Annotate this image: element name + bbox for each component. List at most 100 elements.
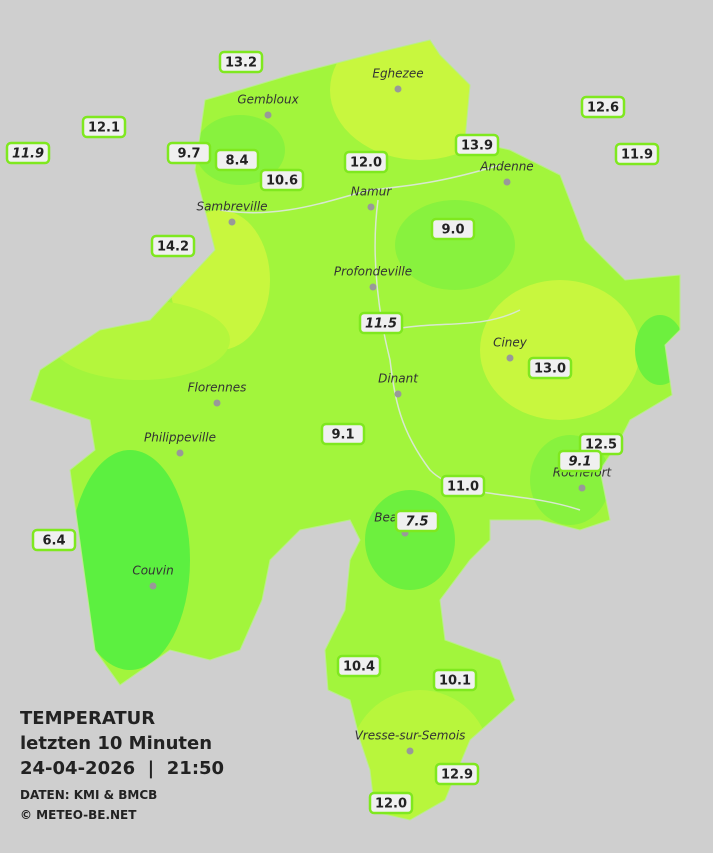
station: 10.6 — [259, 168, 305, 192]
legend-copyright: © METEO-BE.NET — [20, 808, 137, 822]
station: 13.2 — [218, 50, 264, 74]
station-box — [434, 762, 480, 786]
station-box — [150, 234, 196, 258]
city-label: Sambreville — [196, 200, 267, 214]
station: 11.5 — [358, 311, 404, 335]
city-dot — [264, 111, 272, 119]
station-value: 11.5 — [365, 317, 397, 332]
city-dot — [506, 354, 514, 362]
station-box — [454, 133, 500, 157]
city-dot — [228, 218, 236, 226]
city-dot — [394, 390, 402, 398]
station: 12.9 — [434, 762, 480, 786]
stations: 13.2 12.1 11.9 9.7 8.4 10.6 12.0 13.9 12.6 11.9 14… — [5, 50, 660, 815]
station-value: 9.7 — [177, 147, 200, 162]
station: 6.4 — [31, 528, 77, 552]
station: 12.0 — [343, 150, 389, 174]
station: 11.0 — [440, 474, 486, 498]
station-box — [358, 311, 404, 335]
station: 7.5 — [394, 509, 440, 533]
station: 12.0 — [368, 791, 414, 815]
station-box — [368, 791, 414, 815]
station: 12.1 — [81, 115, 127, 139]
station-box — [214, 148, 260, 172]
city-label: Namur — [351, 185, 393, 199]
station-box — [320, 422, 366, 446]
station: 11.9 — [5, 141, 51, 165]
station: 11.9 — [614, 142, 660, 166]
station-box — [259, 168, 305, 192]
station: 9.1 — [557, 449, 603, 473]
station-box — [440, 474, 486, 498]
station-value: 11.9 — [12, 147, 44, 162]
city-dot — [369, 283, 377, 291]
station-value: 9.1 — [331, 428, 354, 443]
station-value: 10.6 — [266, 174, 298, 189]
station: 8.4 — [214, 148, 260, 172]
station-value: 12.9 — [441, 768, 473, 783]
station: 9.7 — [166, 141, 212, 165]
city-label: Eghezee — [372, 67, 423, 81]
station-value: 10.1 — [439, 674, 471, 689]
station-box — [343, 150, 389, 174]
station-value: 13.9 — [461, 139, 493, 154]
station-box — [31, 528, 77, 552]
city-label: Vresse-sur-Semois — [355, 729, 466, 743]
station-value: 12.6 — [587, 101, 619, 116]
legend-datetime: 24-04-2026 | 21:50 — [20, 758, 224, 779]
station-box — [394, 509, 440, 533]
station-value: 12.0 — [375, 797, 407, 812]
city-label: Couvin — [132, 564, 173, 578]
rivers — [219, 164, 581, 511]
station-value: 13.2 — [225, 56, 257, 71]
station-box — [430, 217, 476, 241]
station-box — [432, 668, 478, 692]
station-value: 6.4 — [42, 534, 65, 549]
station-box — [81, 115, 127, 139]
station-value: 8.4 — [225, 154, 248, 169]
station-value: 12.0 — [350, 156, 382, 171]
station: 9.1 — [320, 422, 366, 446]
station-box — [557, 449, 603, 473]
station-value: 9.1 — [568, 455, 591, 470]
station-value: 11.0 — [447, 480, 479, 495]
station-value: 12.5 — [585, 438, 617, 453]
station-box — [166, 141, 212, 165]
station: 9.0 — [430, 217, 476, 241]
city-dot — [213, 399, 221, 407]
station-box — [218, 50, 264, 74]
station: 13.0 — [527, 356, 573, 380]
station-value: 12.1 — [88, 121, 120, 136]
city-dot — [578, 484, 586, 492]
station-box — [580, 95, 626, 119]
station-value: 10.4 — [343, 660, 375, 675]
city-dot — [503, 178, 511, 186]
station-value: 13.0 — [534, 362, 566, 377]
legend-title: TEMPERATUR — [20, 708, 155, 729]
city-label: Florennes — [188, 381, 247, 395]
city-label: Ciney — [493, 336, 528, 350]
city-label: Andenne — [479, 160, 533, 174]
station-value: 11.9 — [621, 148, 653, 163]
city-label: Dinant — [378, 372, 419, 386]
station: 12.5 — [578, 432, 624, 456]
station: 10.1 — [432, 668, 478, 692]
station: 12.6 — [580, 95, 626, 119]
station-box — [527, 356, 573, 380]
station: 13.9 — [454, 133, 500, 157]
city-dot — [367, 203, 375, 211]
legend-subtitle: letzten 10 Minuten — [20, 733, 212, 754]
city-dot — [176, 449, 184, 457]
cities: Eghezee Gembloux Andenne Namur Sambreville Pr… — [132, 67, 613, 755]
city-label: Profondeville — [334, 265, 412, 279]
station-box — [5, 141, 51, 165]
station-box — [336, 654, 382, 678]
station: 10.4 — [336, 654, 382, 678]
city-dot — [394, 85, 402, 93]
legend-source: DATEN: KMI & BMCB — [20, 788, 157, 802]
station-value: 14.2 — [157, 240, 189, 255]
station-value: 9.0 — [441, 223, 464, 238]
city-dot — [149, 582, 157, 590]
station-box — [614, 142, 660, 166]
